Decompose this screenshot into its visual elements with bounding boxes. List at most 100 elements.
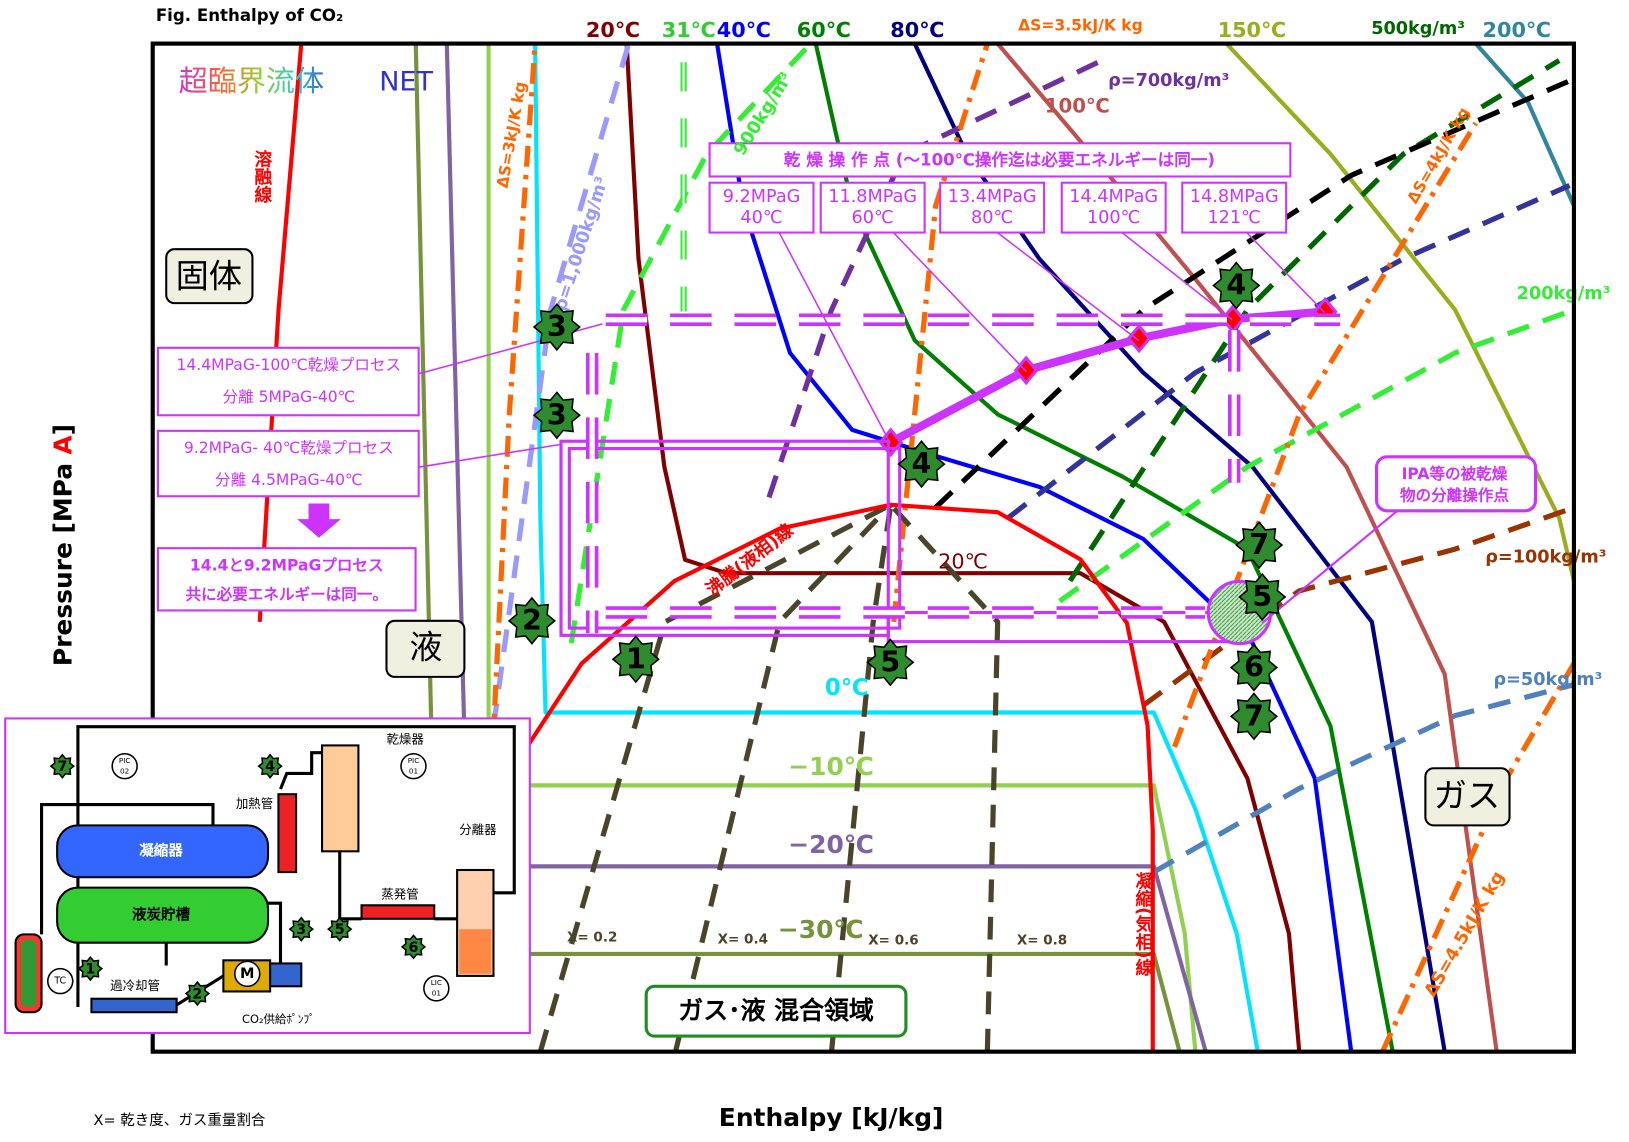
frame [644,984,908,1038]
instrument [47,967,74,995]
series-line [933,78,1571,510]
step-number: 5 [1252,579,1272,613]
step-star [1238,572,1287,622]
series-line [1152,682,1574,875]
series-line [413,43,1182,1052]
pipe [279,751,323,790]
instrument [400,752,427,780]
series-line [1172,121,1478,748]
series-label: ρ=100kg/m³ [1485,548,1606,568]
inset-label: 過冷却管 [110,978,160,993]
series-label: 80℃ [890,18,944,42]
equipment [20,939,37,1008]
series-label: 60℃ [797,18,851,42]
step-number: 6 [1244,650,1264,684]
frame [708,142,1292,178]
step-number: 7 [1249,527,1269,561]
instrument [423,975,450,1002]
equipment [277,793,298,874]
inset-label: TC [53,976,66,987]
series-line [624,43,1302,1052]
equipment [56,824,270,879]
instrument [234,960,261,988]
annotation: 20℃ [938,550,988,574]
x-axis-title: Enthalpy [kJ/kg] [719,1103,944,1132]
annotation: 14.4MPaG [1069,187,1158,207]
series-label: X= 0.6 [868,933,918,949]
series-label: 200kg/m³ [1517,284,1611,304]
series-line [486,43,1198,1052]
series-label: 500kg/m³ [1371,19,1465,39]
series-line [257,43,304,622]
annotation: 乾 燥 操 作 点 (～100℃操作迄は必要エネルギーは同一) [784,149,1215,169]
step-number: 1 [626,641,646,675]
step-number: 3 [547,397,567,431]
series-label: 20℃ [586,18,640,42]
equipment [56,886,270,944]
annotation: NET [379,67,433,98]
annotation: 14.4と9.2MPaGプロセス [190,555,384,574]
annotation: 物の分離操作点 [1400,486,1509,505]
equipment [90,997,178,1014]
step-star [1229,643,1279,692]
series-label: −20℃ [788,830,874,859]
decorations [156,62,1538,1038]
frame [165,248,254,305]
annotation: ガス･液 混合領域 [678,996,874,1025]
series-line [714,43,1354,1052]
annotation: 40℃ [740,208,782,228]
frame [156,547,417,612]
annotation: 14.8MPaG [1190,187,1279,207]
annotation: 13.4MPaG [948,187,1037,207]
frame [819,181,926,234]
annotation-line [1261,509,1398,624]
frame [156,429,420,498]
step-number: 4 [265,759,275,775]
annotation: 共に必要エネルギーは同一。 [186,584,388,603]
annotation-line [892,232,1027,373]
series-label: X= 0.8 [1017,933,1067,949]
process-point [1126,323,1152,354]
step-star [288,916,314,942]
frame [385,619,466,678]
frame [1060,181,1167,234]
step-number: 2 [522,603,542,637]
series-label: 150℃ [1218,18,1287,42]
annotation: 凝縮(気相)線 [1133,870,1153,977]
inset-label: M [240,966,254,982]
annotation-line [1246,232,1326,314]
step-star [532,391,581,440]
annotation: 液 [409,627,442,666]
pipe [76,725,516,1008]
annotation: IPA等の被乾燥 [1402,464,1508,483]
step-star [257,753,283,779]
series-line [888,503,1001,1052]
series-label: 40℃ [717,18,771,42]
inset-label: LIC [431,978,442,987]
annotation-line [778,232,892,444]
series-line [891,43,990,623]
annotation-line [418,443,562,468]
series-label: ρ=700kg/m³ [1108,71,1229,91]
frame [1424,767,1511,827]
frame [708,181,815,234]
frame [939,181,1046,234]
equipment [459,929,492,974]
annotation: 固体 [176,257,242,296]
down-arrow [297,503,341,538]
series-line [1141,505,1574,708]
step-star [327,916,353,942]
series-line [533,43,1260,1052]
step-star [1229,692,1279,741]
step-number: 4 [912,446,932,480]
series-label: ΔS=3.5kJ/K kg [1018,16,1143,34]
annotation: 超臨界流体 [179,64,324,98]
series-label: X= 0.4 [718,932,768,948]
inset-label: 01 [432,989,441,998]
step-number: 7 [57,759,67,775]
equipment [360,904,436,920]
step-star [184,980,211,1007]
inset-label: 乾燥器 [386,732,424,747]
inset-label: 02 [120,766,129,775]
annotation: ガス [1434,776,1500,815]
